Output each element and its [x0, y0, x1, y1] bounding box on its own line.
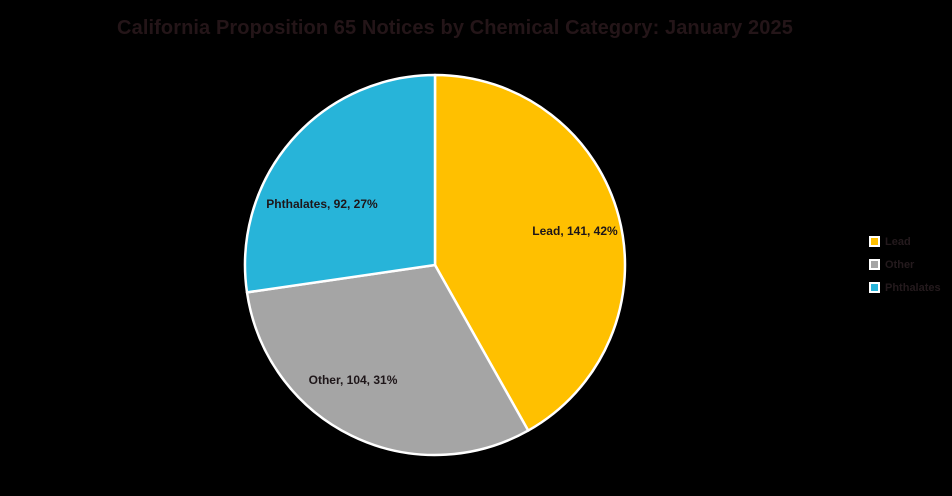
legend-item-lead: Lead [869, 230, 941, 253]
legend-swatch-lead [869, 236, 880, 247]
legend-swatch-phthalates [869, 282, 880, 293]
legend: Lead Other Phthalates [869, 230, 941, 299]
pie-slice-phthalates [243, 73, 437, 294]
legend-label-lead: Lead [885, 235, 911, 248]
chart-title: California Proposition 65 Notices by Che… [117, 17, 793, 39]
data-label-other: Other, 104, 31% [308, 373, 398, 387]
pie-slice-other [245, 263, 530, 457]
legend-item-other: Other [869, 253, 941, 276]
data-label-lead: Lead, 141, 42% [532, 224, 618, 238]
legend-item-phthalates: Phthalates [869, 276, 941, 299]
data-label-phthalates: Phthalates, 92, 27% [266, 197, 378, 211]
pie-slice-lead [433, 73, 627, 432]
legend-label-phthalates: Phthalates [885, 281, 941, 294]
legend-label-other: Other [885, 258, 915, 271]
legend-swatch-other [869, 259, 880, 270]
